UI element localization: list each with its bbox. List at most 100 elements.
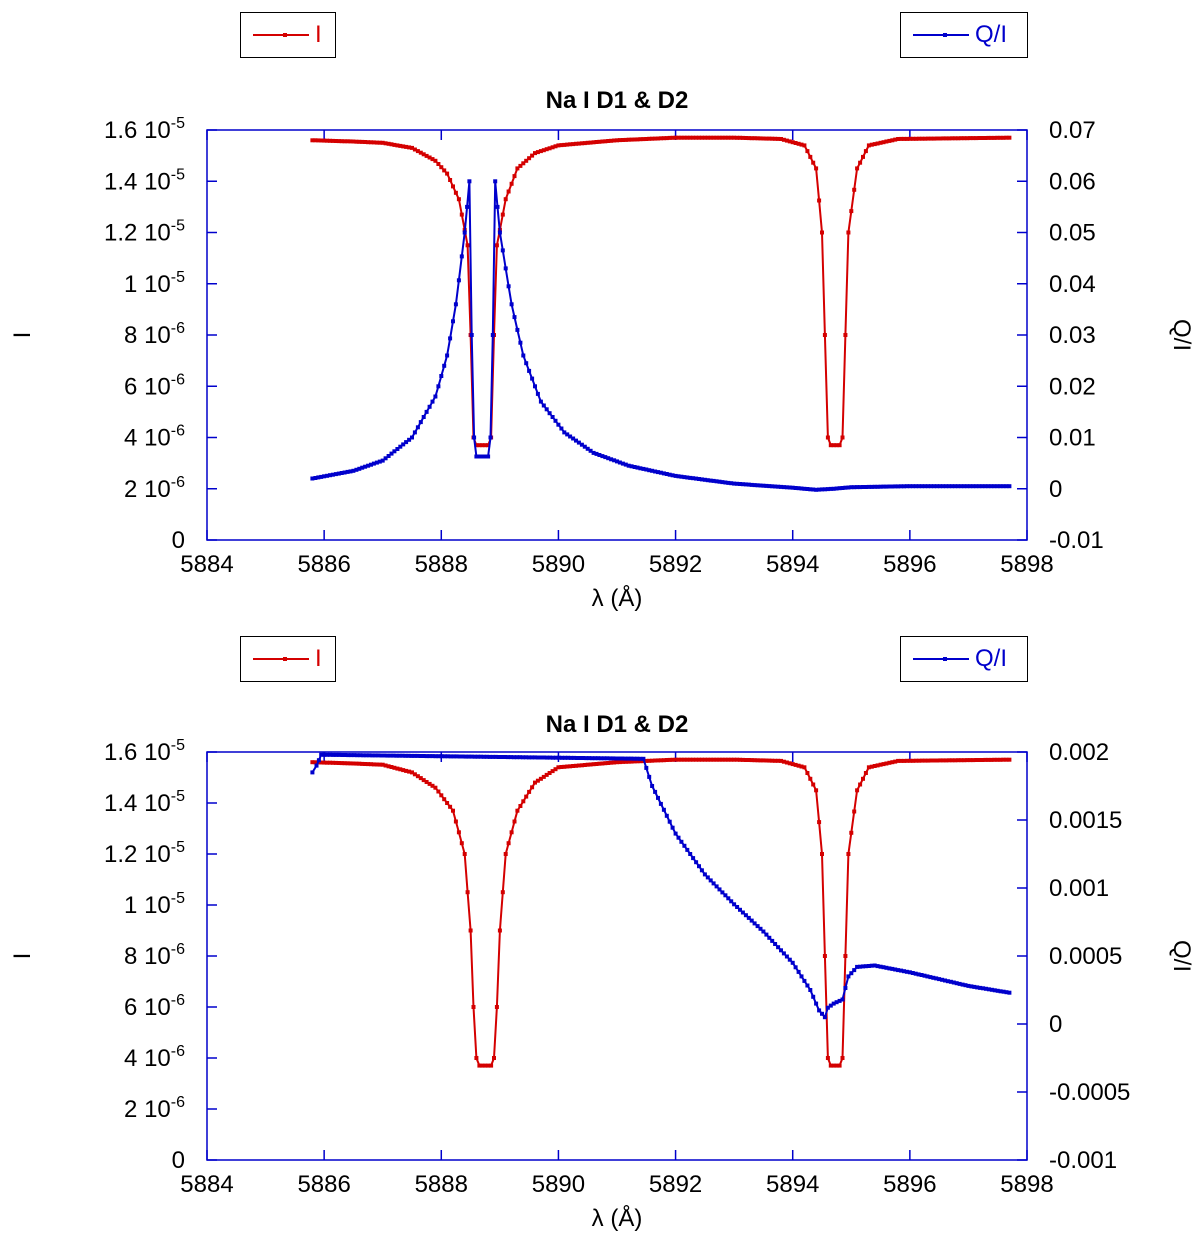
data-point — [776, 136, 781, 141]
data-point — [401, 144, 406, 149]
data-point — [560, 755, 565, 760]
data-point — [740, 482, 745, 487]
y-tick-label: 1.6 10-5 — [104, 737, 185, 766]
data-point — [427, 155, 432, 160]
data-point — [965, 758, 970, 763]
data-point — [770, 938, 775, 943]
data-point — [837, 486, 842, 491]
data-point — [805, 771, 810, 775]
data-point — [843, 986, 848, 990]
data-point — [310, 760, 315, 765]
data-point — [430, 157, 435, 162]
data-point — [902, 484, 906, 489]
data-point — [553, 767, 558, 772]
data-point — [518, 340, 523, 345]
data-point — [911, 136, 916, 141]
data-point — [445, 353, 450, 358]
data-point — [767, 758, 772, 763]
data-point — [460, 754, 465, 759]
y-tick-label: 6 10-6 — [124, 371, 185, 400]
data-point — [436, 754, 441, 759]
data-point — [932, 136, 937, 141]
data-point — [902, 969, 906, 974]
data-point — [974, 758, 979, 762]
y2-tick-label: 0.01 — [1049, 425, 1096, 452]
data-point — [758, 758, 763, 763]
data-point — [861, 485, 865, 489]
data-point — [916, 972, 921, 977]
data-point — [559, 765, 564, 769]
data-point — [944, 484, 949, 489]
data-point — [635, 137, 640, 142]
data-point — [1007, 990, 1012, 995]
data-point — [980, 484, 985, 489]
data-point — [796, 141, 801, 146]
data-point — [852, 485, 857, 490]
y2-tick-label: 0.05 — [1049, 220, 1096, 247]
legend-i-swatch — [253, 33, 309, 37]
data-point — [310, 476, 315, 481]
data-point — [972, 984, 977, 989]
data-point — [554, 755, 558, 760]
data-point — [512, 315, 517, 320]
data-point — [852, 968, 857, 973]
data-point — [427, 404, 432, 409]
data-point — [875, 141, 880, 146]
y-tick-label: 4 10-6 — [124, 423, 185, 452]
data-point — [749, 918, 754, 923]
data-point — [456, 197, 461, 202]
data-point — [735, 135, 740, 140]
data-point — [720, 480, 725, 485]
data-point — [781, 485, 786, 490]
data-point — [925, 974, 930, 979]
data-point — [626, 756, 631, 761]
data-point — [568, 764, 573, 769]
data-point — [781, 951, 786, 956]
data-point — [714, 757, 719, 762]
data-point — [310, 138, 315, 143]
data-point — [488, 435, 493, 440]
data-point — [808, 487, 813, 492]
data-point — [717, 757, 722, 762]
data-point — [439, 165, 444, 170]
data-point — [998, 757, 1003, 762]
data-point — [557, 755, 562, 760]
data-point — [793, 486, 798, 490]
data-point — [454, 754, 459, 759]
data-point — [723, 757, 728, 762]
data-point — [499, 755, 504, 759]
plot-frame — [206, 751, 1028, 1161]
data-point — [793, 965, 798, 970]
y-tick-label: 0 — [172, 527, 185, 554]
data-point — [764, 483, 769, 488]
data-point — [578, 756, 583, 760]
data-point — [541, 774, 546, 779]
data-point — [755, 924, 760, 929]
data-point — [1004, 757, 1009, 762]
data-point — [606, 139, 611, 143]
data-point — [495, 204, 500, 209]
y-tick-label: 8 10-6 — [124, 320, 185, 349]
data-point — [755, 136, 760, 141]
data-point — [658, 470, 663, 475]
data-point — [371, 461, 376, 466]
data-point — [761, 483, 766, 488]
data-point — [380, 140, 385, 145]
data-point — [605, 756, 610, 761]
data-point — [620, 759, 625, 764]
data-point — [374, 140, 379, 145]
data-point — [974, 484, 979, 489]
data-point — [650, 784, 655, 788]
data-point — [676, 474, 681, 479]
data-point — [433, 785, 438, 790]
data-point — [638, 466, 643, 471]
x-tick-label: 5884 — [180, 551, 233, 578]
y2-tick-label: -0.01 — [1049, 527, 1104, 554]
data-point — [811, 487, 816, 492]
data-point — [539, 755, 543, 760]
data-point — [852, 187, 857, 192]
data-point — [855, 964, 860, 969]
data-point — [363, 762, 368, 766]
data-point — [635, 759, 640, 764]
data-point — [360, 139, 365, 144]
